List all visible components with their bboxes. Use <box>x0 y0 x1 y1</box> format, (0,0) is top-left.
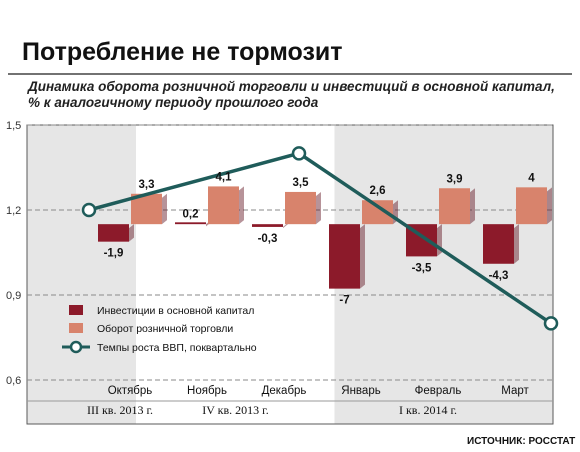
source-note: ИСТОЧНИК: РОССТАТ <box>467 436 575 447</box>
y-tick-label: 0,6 <box>6 375 21 387</box>
quarter-shade-q1 <box>334 125 553 424</box>
plot-background <box>26 124 554 425</box>
x-tick-label: Февраль <box>415 385 462 397</box>
legend-swatch-investments <box>69 305 83 315</box>
data-label-retail: 3,5 <box>293 177 310 189</box>
bar-investments-depth <box>437 224 442 257</box>
data-labels: -1,9 3,3 0,2 4,1 -0,3 3,5 -7 2,6 -3,5 3,9 -4,3 4 <box>104 171 536 306</box>
data-label-retail: 4 <box>528 172 535 184</box>
bar-retail <box>516 187 547 225</box>
bar-investments <box>329 224 360 289</box>
bar-investments-depth <box>283 222 288 229</box>
quarter-label: III кв. 2013 г. <box>87 403 153 417</box>
y-tick-label: 1,2 <box>6 205 21 217</box>
gdp-marker <box>543 316 559 331</box>
data-label-investments: -3,5 <box>412 262 432 274</box>
bar-investments <box>98 224 129 242</box>
bar-retail-depth <box>316 191 321 225</box>
bar-retail-depth <box>547 187 552 225</box>
legend: Инвестиции в основной капитал Оборот роз… <box>62 305 257 354</box>
bar-investments <box>252 224 283 227</box>
bar-investments-depth <box>129 224 134 242</box>
bar-retail-depth <box>162 193 167 225</box>
legend-label-retail: Оборот розничной торговли <box>97 323 233 335</box>
x-tick-label: Март <box>501 385 529 397</box>
data-label-retail: 3,3 <box>139 179 155 191</box>
quarter-label: I кв. 2014 г. <box>399 403 457 417</box>
data-label-investments: -7 <box>339 295 349 307</box>
gdp-marker <box>81 202 97 218</box>
chart-title: Потребление не тормозит <box>22 38 343 66</box>
legend-label-investments: Инвестиции в основной капитал <box>97 305 254 317</box>
bars <box>98 186 552 289</box>
bar-retail <box>362 200 393 225</box>
bar-retail-depth <box>470 188 475 225</box>
bar-investments-depth <box>514 224 519 264</box>
y-tick-label: 0,9 <box>6 290 21 302</box>
x-tick-label: Январь <box>341 385 380 397</box>
x-tick-label: Декабрь <box>262 385 307 397</box>
data-label-investments: -4,3 <box>489 270 509 282</box>
legend-swatch-retail <box>69 323 83 333</box>
bar-retail-depth <box>239 186 244 225</box>
chart-subtitle-line1: Динамика оборота розничной торговли и ин… <box>27 79 555 94</box>
legend-swatch-gdp-marker <box>69 340 83 354</box>
bar-investments-depth <box>360 224 365 289</box>
x-axis: Октябрь Ноябрь Декабрь Январь Февраль Март III… <box>27 385 553 417</box>
y-tick-label: 1,5 <box>6 120 21 132</box>
bar-retail <box>439 188 470 225</box>
data-label-retail: 2,6 <box>370 185 386 197</box>
x-tick-label: Октябрь <box>108 385 153 397</box>
bar-retail <box>208 186 239 225</box>
quarter-label: IV кв. 2013 г. <box>202 403 269 417</box>
data-label-retail: 3,9 <box>447 173 463 185</box>
data-label-investments: 0,2 <box>183 208 199 220</box>
gdp-marker <box>291 146 307 161</box>
quarter-shade-q3 <box>27 125 136 424</box>
bar-retail <box>285 191 316 225</box>
y-axis-ticks: 1,5 1,2 0,9 0,6 <box>6 120 21 387</box>
data-label-investments: -0,3 <box>258 233 278 245</box>
gdp-line <box>81 146 559 331</box>
bar-investments <box>175 222 206 225</box>
legend-label-gdp: Темпы роста ВВП, поквартально <box>97 342 257 354</box>
data-label-retail: 4,1 <box>216 171 233 183</box>
chart-subtitle-line2: % к аналогичному периоду прошлого года <box>28 95 319 110</box>
data-label-investments: -1,9 <box>104 248 124 260</box>
x-tick-label: Ноябрь <box>187 385 227 397</box>
bar-investments <box>483 224 514 264</box>
